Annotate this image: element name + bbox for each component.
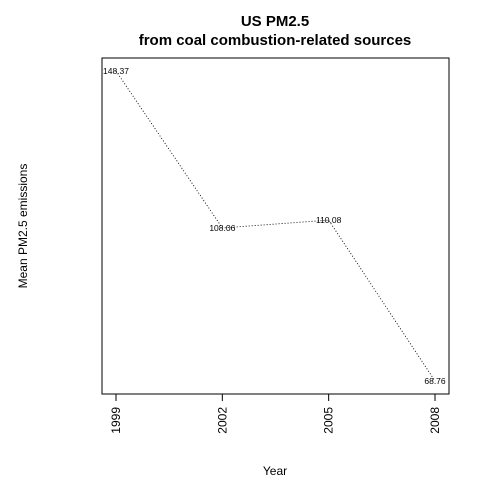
data-labels: 148.37 108.06 110.08 68.76 [103,66,446,386]
x-axis: 1999 2002 2005 2008 [109,393,442,434]
x-tick-label: 2005 [322,407,336,434]
x-tick-label: 1999 [109,407,123,434]
data-label: 108.06 [209,223,235,233]
x-tick-label: 2008 [428,407,442,434]
series-line [115,70,436,382]
plot-frame [101,57,450,395]
chart-title: US PM2.5 [241,13,309,30]
y-axis-label: Mean PM2.5 emissions [16,164,30,289]
chart-subtitle: from coal combustion-related sources [139,32,412,49]
data-label: 68.76 [424,376,446,386]
x-tick-label: 2002 [215,407,229,434]
x-axis-label: Year [263,464,287,478]
data-label: 148.37 [103,66,129,76]
series-polyline [115,70,436,382]
data-label: 110.08 [316,215,342,225]
